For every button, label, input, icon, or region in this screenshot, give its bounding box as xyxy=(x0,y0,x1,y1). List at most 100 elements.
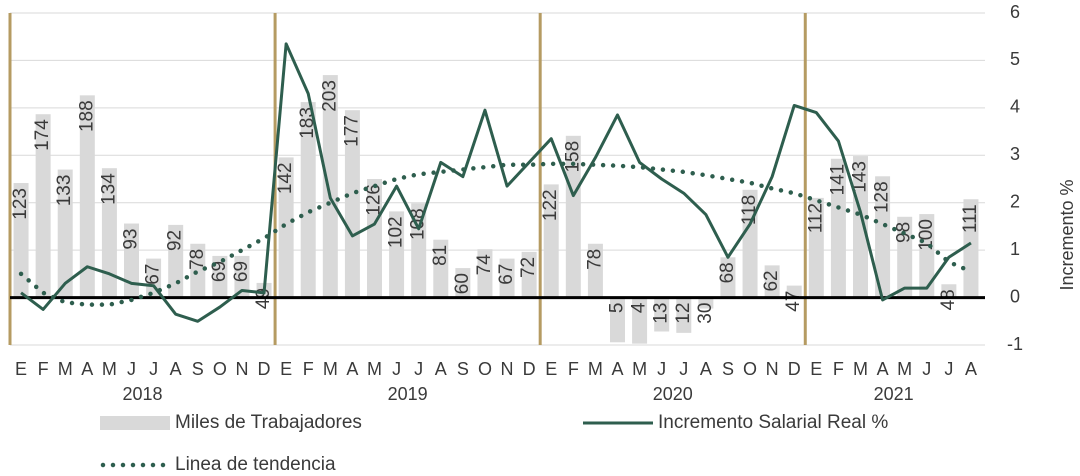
x-tick-label: A xyxy=(965,359,977,379)
bar-value-label: 174 xyxy=(32,119,53,151)
bar xyxy=(234,255,250,298)
y-tick-label: 3 xyxy=(1010,144,1020,164)
trend-line xyxy=(18,161,974,307)
bar-value-label: 133 xyxy=(54,175,75,207)
bar-value-label: 81 xyxy=(430,245,451,266)
x-tick-label: J xyxy=(414,359,423,379)
legend-label: Incremento Salarial Real % xyxy=(658,412,888,433)
x-tick-label: F xyxy=(303,359,314,379)
x-tick-label: O xyxy=(213,359,227,379)
x-tick-label: A xyxy=(877,359,889,379)
bar xyxy=(587,243,603,298)
x-tick-label: J xyxy=(657,359,666,379)
x-tick-label: D xyxy=(523,359,536,379)
bar-value-label: 4 xyxy=(629,302,650,313)
x-tick-label: A xyxy=(700,359,712,379)
bar-value-label: 118 xyxy=(739,195,760,225)
bar-value-label: 72 xyxy=(518,257,539,278)
y-tick-label: 4 xyxy=(1010,97,1020,117)
x-tick-label: A xyxy=(435,359,447,379)
x-tick-label: J xyxy=(392,359,401,379)
bar-value-label: 13 xyxy=(651,303,672,324)
x-tick-label: A xyxy=(611,359,623,379)
x-tick-label: A xyxy=(81,359,93,379)
x-tick-label: E xyxy=(545,359,557,379)
bar-value-label: 188 xyxy=(76,100,97,132)
bar-value-label: 141 xyxy=(827,164,848,196)
bar xyxy=(875,176,891,298)
bar xyxy=(499,258,515,298)
bar-value-label: 47 xyxy=(783,291,804,312)
y-tick-label: 0 xyxy=(1010,286,1020,306)
bar xyxy=(808,197,824,298)
bar-value-label: 126 xyxy=(364,184,385,216)
bar xyxy=(300,102,316,298)
x-tick-label: S xyxy=(192,359,204,379)
x-tick-label: A xyxy=(170,359,182,379)
bar xyxy=(190,243,206,298)
bar-value-label: 128 xyxy=(872,181,893,213)
x-tick-label: O xyxy=(743,359,757,379)
y-axis-title: Incremento % xyxy=(1057,179,1077,290)
bar-value-label: 60 xyxy=(452,273,473,294)
bar xyxy=(720,257,736,298)
legend-swatch xyxy=(100,416,170,430)
bar-value-label: 68 xyxy=(717,262,738,283)
x-tick-label: S xyxy=(722,359,734,379)
y-tick-label: 1 xyxy=(1010,239,1020,259)
year-label: 2021 xyxy=(874,384,914,404)
bar-value-label: 123 xyxy=(10,188,31,220)
bar-value-label: 5 xyxy=(607,303,628,314)
bar-value-label: 69 xyxy=(231,261,252,282)
x-tick-label: N xyxy=(766,359,779,379)
bar xyxy=(941,284,957,298)
x-tick-label: F xyxy=(568,359,579,379)
bar xyxy=(919,214,935,298)
x-tick-label: M xyxy=(102,359,117,379)
bar-value-label: 78 xyxy=(187,249,208,270)
x-tick-label: J xyxy=(922,359,931,379)
bar-value-label: 92 xyxy=(165,230,186,251)
x-tick-label: E xyxy=(280,359,292,379)
x-tick-label: N xyxy=(501,359,514,379)
bar xyxy=(654,297,670,332)
bar-value-label: 74 xyxy=(474,254,495,276)
x-tick-label: S xyxy=(457,359,469,379)
bar xyxy=(764,265,780,298)
x-tick-label: M xyxy=(588,359,603,379)
x-tick-label: M xyxy=(632,359,647,379)
y-tick-label: -1 xyxy=(1007,334,1023,354)
bar-value-label: 134 xyxy=(98,173,119,205)
bar-value-label: 102 xyxy=(386,216,407,248)
bar xyxy=(411,203,427,298)
bar xyxy=(146,258,162,298)
x-tick-label: J xyxy=(127,359,136,379)
bar xyxy=(79,95,95,298)
x-tick-label: F xyxy=(38,359,49,379)
x-tick-label: J xyxy=(944,359,953,379)
bar xyxy=(830,158,846,298)
bar xyxy=(897,216,913,298)
bar xyxy=(35,114,51,298)
bar-value-label: 112 xyxy=(805,203,826,233)
bar xyxy=(124,223,139,298)
bar-value-label: 67 xyxy=(143,264,164,285)
x-tick-label: M xyxy=(897,359,912,379)
bar-value-label: 30 xyxy=(695,303,716,324)
bar xyxy=(477,249,493,298)
x-tick-label: M xyxy=(853,359,868,379)
bar-value-label: 203 xyxy=(319,80,340,112)
bar-value-label: 158 xyxy=(562,141,583,173)
bar-value-label: 67 xyxy=(496,264,517,285)
bar xyxy=(278,157,294,298)
bar-value-label: 12 xyxy=(673,303,694,324)
bar xyxy=(101,168,117,298)
y-tick-label: 6 xyxy=(1010,2,1020,22)
bar xyxy=(433,239,449,298)
bar-value-label: 143 xyxy=(850,161,871,193)
bar xyxy=(786,285,802,298)
x-tick-label: D xyxy=(258,359,271,379)
bar-value-label: 93 xyxy=(121,229,142,250)
bar xyxy=(13,183,29,298)
